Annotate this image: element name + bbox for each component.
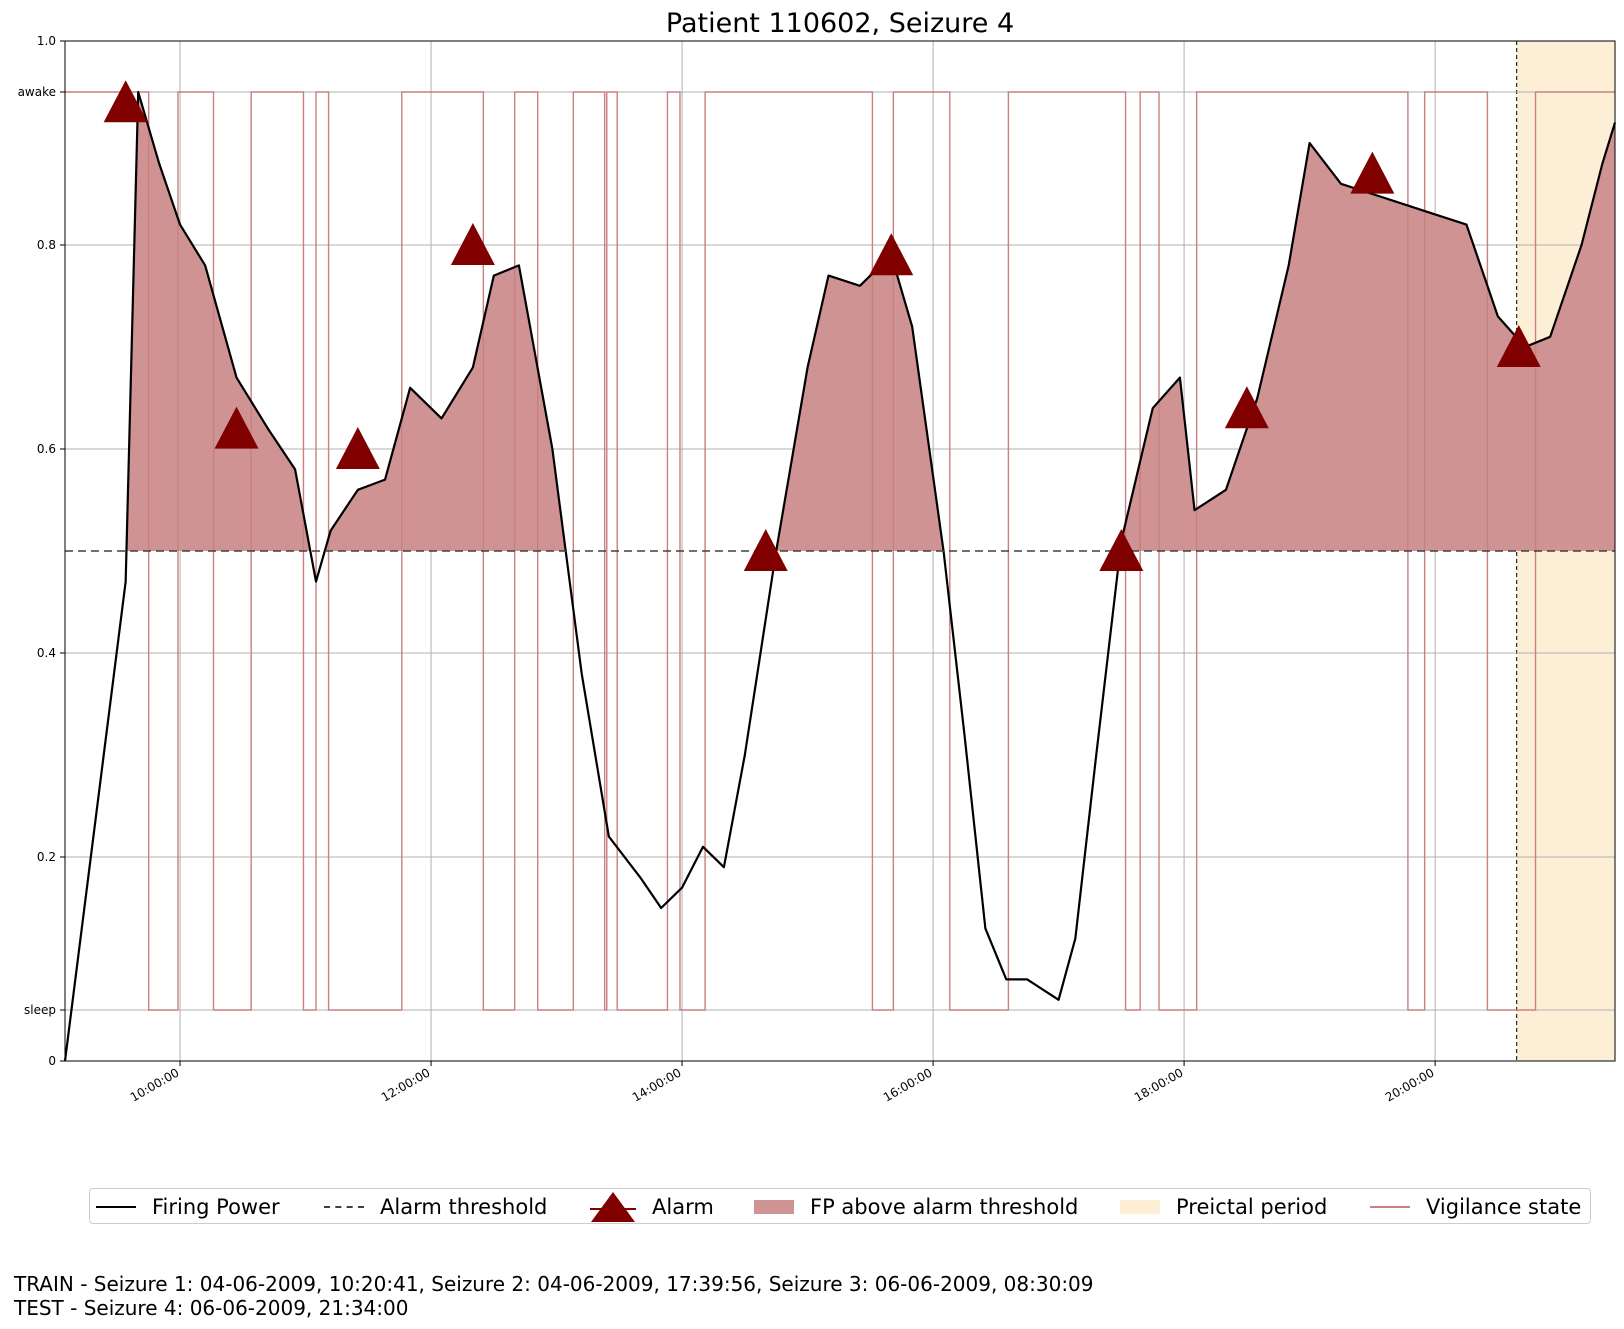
legend-label: FP above alarm threshold xyxy=(810,1195,1079,1219)
legend-label: Preictal period xyxy=(1176,1195,1328,1219)
y-tick-label: awake xyxy=(18,85,56,99)
alarm-layer xyxy=(103,80,1541,571)
y-tick-label: 0.6 xyxy=(37,442,56,456)
alarm-triangle-icon xyxy=(590,1192,636,1222)
alarm-marker xyxy=(869,233,914,276)
legend-item-firing-power: Firing Power xyxy=(96,1189,280,1225)
legend-item-alarm-threshold: Alarm threshold xyxy=(324,1189,547,1225)
alarm-marker xyxy=(1496,325,1541,367)
legend-label: Alarm xyxy=(652,1195,714,1219)
fp-above-threshold-area xyxy=(776,255,944,551)
y-tick-label: 0 xyxy=(48,1054,56,1068)
legend-triangle-swatch xyxy=(590,1192,636,1222)
legend-fill-swatch xyxy=(754,1200,794,1214)
chart-legend: Firing Power Alarm threshold Alarm FP ab… xyxy=(89,1188,1591,1224)
fp-above-threshold-area xyxy=(1120,122,1615,551)
x-tick-label: 12:00:00 xyxy=(379,1065,433,1104)
fill-layer xyxy=(126,92,1615,551)
alarm-marker xyxy=(1224,386,1269,429)
vigilance-layer xyxy=(65,91,1615,1011)
legend-preictal-swatch xyxy=(1120,1200,1160,1214)
legend-label: Firing Power xyxy=(152,1195,280,1219)
x-tick-label: 10:00:00 xyxy=(128,1065,182,1104)
xtick-layer: 10:00:00 12:00:00 14:00:00 16:00:00 18:00:00… xyxy=(128,1061,1437,1105)
ytick-layer: 0 sleep 0.2 0.4 0.6 0.8 awake 1.0 xyxy=(18,34,65,1068)
legend-vigilance-swatch xyxy=(1370,1206,1410,1208)
x-tick-label: 18:00:00 xyxy=(1132,1065,1186,1104)
alarm-marker xyxy=(214,406,259,449)
legend-item-alarm: Alarm xyxy=(590,1189,714,1225)
alarm-marker xyxy=(1099,529,1144,571)
test-seizure-text: TEST - Seizure 4: 06-06-2009, 21:34:00 xyxy=(14,1296,409,1320)
alarm-marker xyxy=(1350,151,1395,194)
y-tick-label: 0.8 xyxy=(37,238,56,252)
vigilance-state-line xyxy=(65,91,1615,1011)
y-tick-label: 1.0 xyxy=(37,34,56,48)
alarm-marker xyxy=(743,529,788,571)
firing-power-line xyxy=(63,90,1617,1062)
y-tick-label: sleep xyxy=(24,1003,56,1017)
alarm-marker xyxy=(335,427,380,469)
x-tick-label: 20:00:00 xyxy=(1383,1065,1437,1104)
plot-frame xyxy=(64,40,1616,1062)
legend-item-vigilance: Vigilance state xyxy=(1370,1189,1581,1225)
legend-label: Alarm threshold xyxy=(380,1195,548,1219)
alarm-marker xyxy=(450,223,495,265)
x-tick-label: 16:00:00 xyxy=(881,1065,935,1104)
fp-above-threshold-area xyxy=(324,265,566,551)
train-seizures-text: TRAIN - Seizure 1: 04-06-2009, 10:20:41,… xyxy=(14,1272,1094,1296)
legend-item-preictal: Preictal period xyxy=(1120,1189,1327,1225)
fp-layer xyxy=(63,90,1617,1062)
legend-dashed-swatch xyxy=(324,1206,364,1208)
alarm-marker xyxy=(103,80,148,123)
legend-line-swatch xyxy=(96,1206,136,1208)
legend-item-fp-above-threshold: FP above alarm threshold xyxy=(754,1189,1078,1225)
chart-title: Patient 110602, Seizure 4 xyxy=(666,8,1014,39)
fp-above-threshold-area xyxy=(126,92,311,551)
legend-label: Vigilance state xyxy=(1426,1195,1582,1219)
y-tick-label: 0.4 xyxy=(37,646,56,660)
x-tick-label: 14:00:00 xyxy=(630,1065,684,1104)
y-tick-label: 0.2 xyxy=(37,850,56,864)
